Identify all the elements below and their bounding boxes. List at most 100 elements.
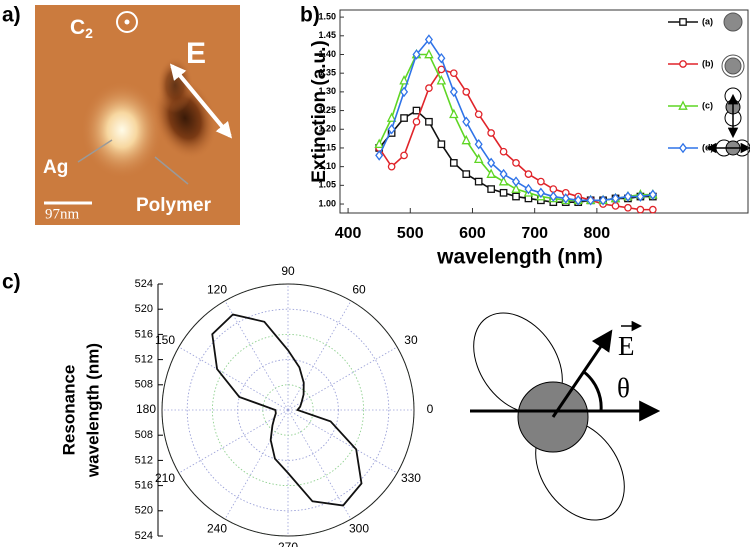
angle-label: 60 bbox=[352, 283, 366, 297]
marker bbox=[400, 86, 409, 98]
marker bbox=[611, 193, 620, 204]
radial-axis-label: Resonance bbox=[59, 365, 78, 456]
y-tick-label: 1.30 bbox=[318, 86, 336, 96]
marker bbox=[487, 157, 496, 169]
radial-tick-label: 516 bbox=[135, 480, 153, 492]
panel-label: b) bbox=[300, 4, 320, 27]
angular-grid-line bbox=[178, 346, 289, 411]
angle-label: 90 bbox=[281, 264, 295, 278]
y-tick-label: 1.25 bbox=[318, 105, 336, 115]
radial-grid-circle bbox=[262, 384, 314, 436]
marker bbox=[487, 129, 495, 137]
angle-label: 240 bbox=[207, 522, 227, 536]
marker bbox=[498, 175, 509, 186]
legend-label: (d) bbox=[702, 142, 714, 152]
marker bbox=[599, 195, 608, 206]
angle-label: 150 bbox=[155, 333, 175, 347]
symmetry-subscript: 2 bbox=[85, 25, 93, 41]
angular-grid-line bbox=[287, 409, 398, 474]
y-tick-label: 1.50 bbox=[318, 11, 336, 21]
diagram-field-label: E bbox=[618, 331, 635, 361]
marker bbox=[536, 187, 545, 199]
legend-label: (a) bbox=[702, 16, 713, 26]
radial-tick-label: 508 bbox=[135, 379, 153, 391]
legend-label: (c) bbox=[702, 100, 713, 110]
marker bbox=[487, 185, 495, 193]
marker bbox=[678, 142, 688, 154]
marker bbox=[400, 151, 408, 160]
y-tick-label: 1.15 bbox=[318, 142, 336, 152]
radial-grid-circle bbox=[237, 359, 339, 461]
angular-grid-line bbox=[287, 300, 352, 411]
marker bbox=[524, 170, 533, 178]
angular-grid-line bbox=[287, 409, 352, 520]
x-tick-label: 700 bbox=[521, 225, 548, 242]
angle-label: 30 bbox=[404, 333, 418, 347]
marker bbox=[648, 189, 657, 200]
marker bbox=[412, 49, 421, 60]
y-tick-label: 1.35 bbox=[318, 68, 336, 78]
marker bbox=[679, 18, 687, 26]
legend-icons bbox=[705, 12, 750, 157]
angular-grid-line bbox=[178, 409, 289, 474]
marker bbox=[586, 195, 595, 206]
marker bbox=[424, 48, 434, 59]
marker bbox=[412, 106, 421, 115]
marker bbox=[512, 192, 520, 201]
y-axis-label: Extinction (a.u.) bbox=[309, 40, 330, 183]
radial-tick-label: 512 bbox=[135, 354, 153, 366]
marker bbox=[636, 205, 645, 214]
x-tick-label: 400 bbox=[335, 225, 362, 242]
legend-label: (b) bbox=[702, 58, 714, 68]
radial-tick-label: 520 bbox=[135, 505, 153, 517]
symmetry-label: C2 bbox=[70, 16, 93, 41]
plot-frame bbox=[339, 9, 749, 214]
marker bbox=[624, 203, 632, 212]
marker bbox=[462, 88, 471, 96]
scale-bar-label: 97nm bbox=[45, 206, 80, 222]
angular-grid-line bbox=[287, 346, 398, 411]
polar-frame bbox=[161, 283, 415, 537]
radial-tick-label: 508 bbox=[135, 429, 153, 441]
marker bbox=[486, 168, 496, 178]
y-tick-label: 1.05 bbox=[318, 180, 336, 190]
marker bbox=[511, 183, 521, 193]
angular-grid-line bbox=[224, 409, 289, 520]
radial-tick-label: 524 bbox=[135, 278, 153, 290]
y-tick-label: 1.40 bbox=[318, 49, 336, 59]
x-tick-label: 800 bbox=[584, 225, 611, 242]
radial-tick-label: 512 bbox=[135, 454, 153, 466]
marker bbox=[461, 134, 472, 145]
marker bbox=[436, 75, 447, 85]
afm-image bbox=[35, 5, 240, 225]
material-label: Ag bbox=[43, 157, 68, 178]
marker bbox=[437, 52, 446, 64]
material-label: Polymer bbox=[136, 195, 212, 216]
marker bbox=[462, 170, 471, 178]
marker bbox=[424, 34, 433, 45]
marker bbox=[511, 176, 521, 187]
angle-label: 300 bbox=[349, 522, 369, 536]
radial-tick-label: 516 bbox=[135, 328, 153, 340]
y-tick-label: 1.10 bbox=[318, 161, 336, 171]
x-axis-label: wavelength (nm) bbox=[436, 246, 603, 269]
marker bbox=[449, 159, 458, 167]
angle-label: 180 bbox=[136, 402, 156, 416]
angle-label: 210 bbox=[155, 471, 175, 485]
marker bbox=[679, 60, 687, 68]
marker bbox=[574, 195, 583, 206]
x-tick-label: 600 bbox=[459, 225, 486, 242]
marker bbox=[375, 150, 384, 161]
marker bbox=[399, 75, 409, 85]
marker bbox=[425, 117, 433, 126]
marker bbox=[648, 205, 657, 214]
marker bbox=[374, 138, 384, 149]
marker bbox=[474, 138, 483, 150]
series-line bbox=[378, 38, 653, 202]
marker bbox=[449, 108, 459, 119]
marker bbox=[524, 183, 533, 195]
marker bbox=[437, 140, 446, 149]
angle-label: 330 bbox=[401, 471, 421, 485]
marker bbox=[462, 116, 471, 128]
